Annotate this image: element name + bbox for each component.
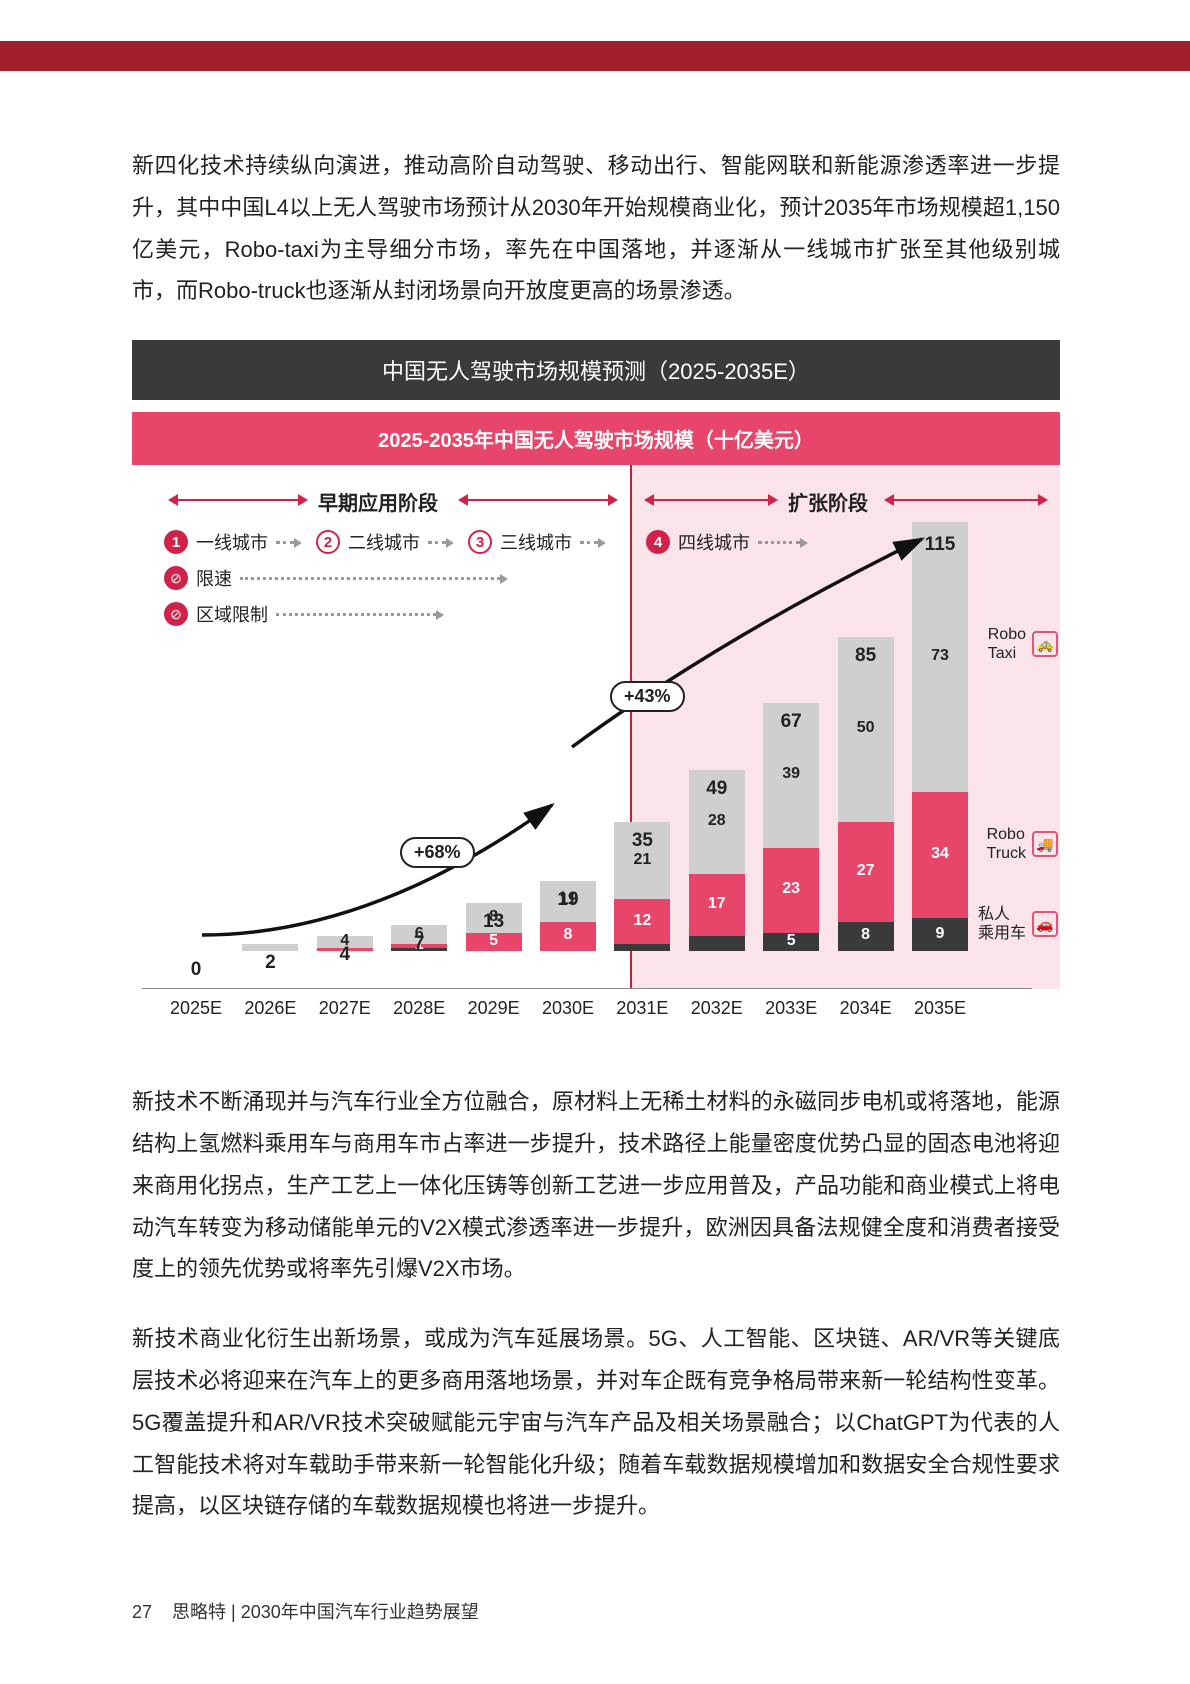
phase2-label: 扩张阶段	[788, 487, 868, 516]
truck-icon: 🚚	[1032, 831, 1058, 857]
x-tick: 2035E	[903, 991, 977, 1025]
x-tick: 2027E	[308, 991, 382, 1025]
page-footer: 27 思略特 | 2030年中国汽车行业趋势展望	[132, 1598, 479, 1624]
chart-block: 中国无人驾驶市场规模预测（2025-2035E） 2025-2035年中国无人驾…	[132, 340, 1060, 1025]
bar-total: 2	[242, 952, 298, 974]
seg-truck: 17	[689, 874, 745, 937]
x-tick: 2033E	[754, 991, 828, 1025]
seg-truck: 27	[838, 822, 894, 922]
phase2-arrow-r	[892, 499, 1040, 501]
seg-label: 8	[838, 926, 894, 944]
growth-label-2: +43%	[610, 681, 685, 712]
paragraph-1: 新四化技术持续纵向演进，推动高阶自动驾驶、移动出行、智能网联和新能源渗透率进一步…	[132, 145, 1060, 312]
bar-total: 13	[466, 911, 522, 933]
seg-label: 21	[614, 851, 670, 869]
seg-label: 28	[689, 812, 745, 830]
bar-total: 0	[168, 959, 224, 981]
truck-label: Robo Truck	[987, 825, 1026, 863]
phase1-label: 早期应用阶段	[318, 487, 438, 516]
seg-label: 27	[838, 862, 894, 880]
seg-label: 23	[763, 880, 819, 898]
x-tick: 2028E	[382, 991, 456, 1025]
bar-total: 35	[614, 830, 670, 852]
x-tick: 2029E	[457, 991, 531, 1025]
growth-label-1: +68%	[400, 837, 475, 868]
car-icon: 🚗	[1032, 911, 1058, 937]
seg-priv: 8	[838, 922, 894, 952]
seg-priv	[689, 936, 745, 951]
bar-total: 85	[838, 645, 894, 667]
page-number: 27	[132, 1602, 152, 1622]
seg-label: 9	[912, 925, 968, 943]
bar-total: 7	[391, 933, 447, 955]
bar-total: 19	[540, 889, 596, 911]
seg-label: 5	[763, 932, 819, 950]
chart-subtitle: 2025-2035年中国无人驾驶市场规模（十亿美元）	[132, 412, 1060, 465]
x-tick: 2034E	[829, 991, 903, 1025]
seg-priv	[614, 944, 670, 951]
legend-truck: Robo Truck 🚚	[987, 825, 1058, 863]
chart-area: 早期应用阶段 扩张阶段 1 一线城市 2 二线城市 3 三线城市	[132, 465, 1060, 1025]
bar-total: 115	[912, 534, 968, 556]
phase2-arrow	[652, 499, 770, 501]
x-tick: 2031E	[605, 991, 679, 1025]
seg-truck: 34	[912, 792, 968, 918]
legend-taxi: Robo Taxi 🚕	[988, 625, 1058, 663]
seg-priv: 5	[763, 933, 819, 952]
seg-label: 39	[763, 765, 819, 783]
bar-total: 49	[689, 778, 745, 800]
seg-priv: 9	[912, 918, 968, 951]
seg-truck: 12	[614, 899, 670, 943]
phase1-arrow-r	[466, 499, 610, 501]
header-border	[0, 41, 1190, 71]
page-content: 新四化技术持续纵向演进，推动高阶自动驾驶、移动出行、智能网联和新能源渗透率进一步…	[132, 145, 1060, 1555]
x-tick: 2032E	[680, 991, 754, 1025]
x-tick: 2025E	[159, 991, 233, 1025]
bar-total: 67	[763, 711, 819, 733]
seg-label: 34	[912, 845, 968, 863]
x-tick: 2030E	[531, 991, 605, 1025]
seg-label: 12	[614, 912, 670, 930]
legend-private: 私人 乘用车 🚗	[978, 905, 1058, 943]
x-tick: 2026E	[233, 991, 307, 1025]
seg-label: 17	[689, 895, 745, 913]
taxi-icon: 🚕	[1032, 631, 1058, 657]
bar-total: 4	[317, 944, 373, 966]
paragraph-2: 新技术不断涌现并与汽车行业全方位融合，原材料上无稀土材料的永磁同步电机或将落地，…	[132, 1081, 1060, 1290]
paragraph-3: 新技术商业化衍生出新场景，或成为汽车延展场景。5G、人工智能、区块链、AR/VR…	[132, 1318, 1060, 1527]
seg-truck: 23	[763, 848, 819, 933]
footer-source: 思略特 | 2030年中国汽车行业趋势展望	[172, 1602, 479, 1622]
chart-title: 中国无人驾驶市场规模预测（2025-2035E）	[132, 340, 1060, 400]
taxi-label: Robo Taxi	[988, 625, 1026, 663]
phase1-arrow	[176, 499, 300, 501]
